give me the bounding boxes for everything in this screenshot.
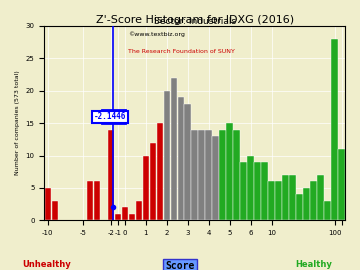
Text: ©www.textbiz.org: ©www.textbiz.org	[129, 32, 185, 37]
Bar	[233, 130, 240, 220]
Text: -2.1446: -2.1446	[94, 112, 126, 121]
Bar	[108, 130, 114, 220]
Bar	[282, 175, 289, 220]
Bar	[220, 130, 226, 220]
Bar	[184, 104, 191, 220]
Text: The Research Foundation of SUNY: The Research Foundation of SUNY	[129, 49, 235, 54]
Bar	[114, 214, 121, 220]
Bar	[94, 181, 100, 220]
Bar	[171, 78, 177, 220]
Bar	[255, 162, 261, 220]
Bar	[275, 181, 282, 220]
Bar	[247, 156, 254, 220]
Bar	[269, 181, 275, 220]
Text: Unhealthy: Unhealthy	[22, 260, 71, 269]
Bar	[157, 123, 163, 220]
Bar	[45, 188, 51, 220]
Bar	[163, 91, 170, 220]
Bar	[261, 162, 268, 220]
Bar	[303, 188, 310, 220]
Bar	[149, 143, 156, 220]
Text: Score: Score	[165, 261, 195, 270]
Bar	[136, 201, 142, 220]
Bar	[331, 39, 338, 220]
Bar	[240, 162, 247, 220]
Bar	[318, 175, 324, 220]
Bar	[289, 175, 296, 220]
Y-axis label: Number of companies (573 total): Number of companies (573 total)	[15, 71, 20, 176]
Bar	[206, 130, 212, 220]
Bar	[177, 97, 184, 220]
Bar	[143, 156, 149, 220]
Title: Z'-Score Histogram for IDXG (2016): Z'-Score Histogram for IDXG (2016)	[95, 15, 294, 25]
Bar	[198, 130, 205, 220]
Bar	[129, 214, 135, 220]
Bar	[87, 181, 93, 220]
Bar	[338, 149, 345, 220]
Bar	[310, 181, 317, 220]
Bar	[192, 130, 198, 220]
Text: Sector: Industrials: Sector: Industrials	[154, 17, 236, 26]
Bar	[296, 194, 303, 220]
Bar	[212, 136, 219, 220]
Bar	[122, 207, 128, 220]
Bar	[51, 201, 58, 220]
Bar	[226, 123, 233, 220]
Text: Healthy: Healthy	[295, 260, 332, 269]
Bar	[324, 201, 331, 220]
